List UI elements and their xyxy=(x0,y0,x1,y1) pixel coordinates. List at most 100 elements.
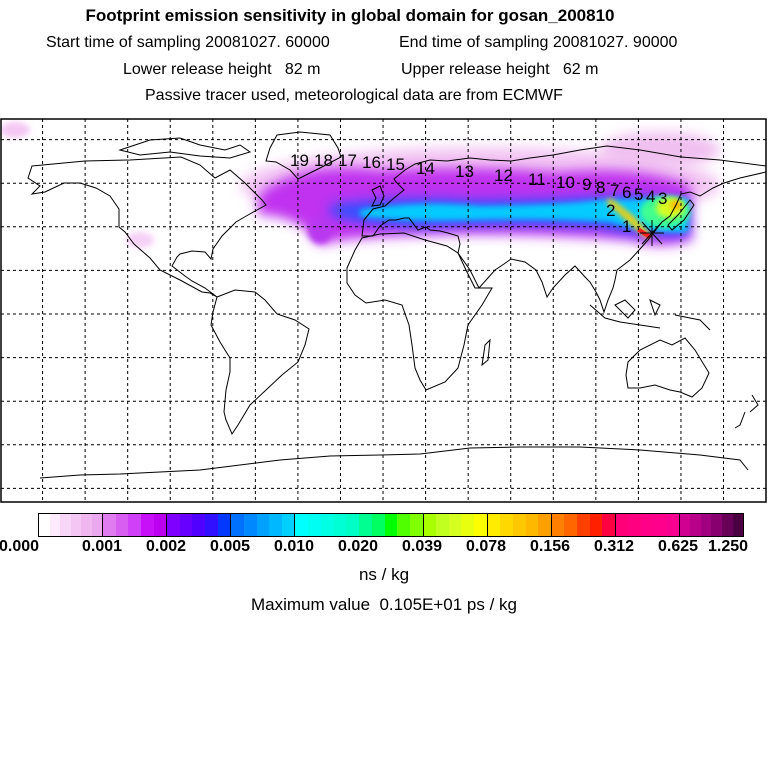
colorbar-swatch xyxy=(538,514,551,536)
colorbar-swatch xyxy=(525,514,539,536)
colorbar-swatch xyxy=(103,514,116,536)
colorbar-swatch xyxy=(653,514,667,536)
cluster-label-1: 1 xyxy=(622,217,631,236)
colorbar-swatch xyxy=(81,514,92,536)
colorbar-swatch xyxy=(551,514,565,536)
colorbar-segment xyxy=(39,514,104,536)
south-america-coast xyxy=(210,289,310,436)
coastlines xyxy=(27,131,767,479)
colorbar-swatch xyxy=(39,514,50,536)
madagascar-coast xyxy=(481,338,491,367)
cluster-label-10: 10 xyxy=(556,173,575,192)
cluster-label-2: 2 xyxy=(606,201,615,220)
colorbar-swatch xyxy=(333,514,346,536)
cluster-label-14: 14 xyxy=(416,159,435,178)
colorbar-swatch xyxy=(577,514,590,536)
colorbar-swatch xyxy=(436,514,449,536)
colorbar-segment xyxy=(423,514,488,536)
japan-coast xyxy=(667,199,695,231)
colorbar-swatch xyxy=(359,514,373,536)
cluster-label-11: 11 xyxy=(528,170,546,189)
map-frame xyxy=(0,118,767,503)
colorbar-swatch xyxy=(372,514,385,536)
colorbar-swatch xyxy=(589,514,603,536)
cluster-label-7: 7 xyxy=(610,181,619,200)
colorbar-swatch xyxy=(732,514,744,536)
graticule xyxy=(1,119,766,502)
greenland-coast xyxy=(265,131,342,180)
colorbar-tick-label: 0.010 xyxy=(273,538,315,555)
cluster-label-6: 6 xyxy=(622,183,631,202)
colorbar-segment xyxy=(103,514,168,536)
colorbar-swatch xyxy=(602,514,615,536)
lower-release-height: Lower release height 82 m xyxy=(123,61,321,78)
colorbar-swatch xyxy=(243,514,257,536)
colorbar-swatch xyxy=(448,514,462,536)
eurasia-coast xyxy=(361,145,767,314)
colorbar-swatch xyxy=(474,514,487,536)
colorbar-swatch xyxy=(179,514,193,536)
colorbar-swatch xyxy=(320,514,334,536)
colorbar-swatch xyxy=(384,514,398,536)
colorbar-tick-label: 0.020 xyxy=(337,538,379,555)
colorbar-swatch xyxy=(205,514,218,536)
colorbar-swatch xyxy=(49,514,61,536)
colorbar-swatch xyxy=(217,514,231,536)
colorbar-swatch xyxy=(409,514,423,536)
cluster-label-18: 18 xyxy=(314,151,333,170)
cluster-label-15: 15 xyxy=(386,155,405,174)
colorbar-segment xyxy=(679,514,744,536)
new-zealand-coast xyxy=(734,394,759,429)
colorbar-swatch xyxy=(60,514,71,536)
colorbar-swatch xyxy=(269,514,282,536)
cluster-label-3: 3 xyxy=(658,189,667,208)
colorbar-swatch xyxy=(711,514,722,536)
colorbar-swatch xyxy=(690,514,701,536)
colorbar-swatch xyxy=(615,514,629,536)
colorbar-tick-label: 1.250 xyxy=(707,538,749,555)
colorbar-tick-label: 0.000 xyxy=(0,538,40,555)
colorbar-swatch xyxy=(91,514,103,536)
colorbar-swatch xyxy=(192,514,206,536)
north-america-coast xyxy=(27,156,267,298)
colorbar-segment xyxy=(359,514,424,536)
colorbar-segment xyxy=(487,514,552,536)
arctic-islands-coast xyxy=(118,137,252,159)
colorbar-swatch xyxy=(397,514,410,536)
plot-title: Footprint emission sensitivity in global… xyxy=(85,6,615,25)
colorbar-swatch xyxy=(512,514,526,536)
colorbar-segment xyxy=(231,514,296,536)
colorbar-swatch xyxy=(564,514,577,536)
colorbar-tick-label: 0.156 xyxy=(529,538,571,555)
colorbar-swatch xyxy=(423,514,437,536)
tracer-note: Passive tracer used, meteorological data… xyxy=(145,87,563,104)
upper-release-height: Upper release height 62 m xyxy=(401,61,599,78)
colorbar-tick-label: 0.005 xyxy=(209,538,251,555)
cluster-label-4: 4 xyxy=(646,187,655,206)
colorbar-segment xyxy=(167,514,232,536)
colorbar-swatch xyxy=(128,514,141,536)
colorbar-swatch xyxy=(628,514,642,536)
maximum-value: Maximum value 0.105E+01 ps / kg xyxy=(251,595,517,614)
cluster-label-13: 13 xyxy=(455,162,474,181)
colorbar-swatch xyxy=(308,514,321,536)
colorbar-swatch xyxy=(666,514,679,536)
indonesia-coast xyxy=(589,299,711,331)
cluster-label-17: 17 xyxy=(338,151,357,170)
cluster-label-19: 19 xyxy=(290,151,309,170)
receptor-marker-icon xyxy=(640,220,664,246)
cluster-label-16: 16 xyxy=(362,153,381,172)
cluster-label-9: 9 xyxy=(582,175,591,194)
colorbar-swatch xyxy=(487,514,501,536)
colorbar-segment xyxy=(615,514,680,536)
colorbar-swatch xyxy=(153,514,167,536)
colorbar-swatch xyxy=(256,514,270,536)
colorbar-swatch xyxy=(700,514,712,536)
cluster-label-8: 8 xyxy=(596,178,605,197)
colorbar-swatch xyxy=(500,514,513,536)
end-time: End time of sampling 20081027. 90000 xyxy=(399,34,678,51)
colorbar-tick-label: 0.312 xyxy=(593,538,635,555)
colorbar-tick-label: 0.001 xyxy=(81,538,123,555)
colorbar-tick-label: 0.002 xyxy=(145,538,187,555)
